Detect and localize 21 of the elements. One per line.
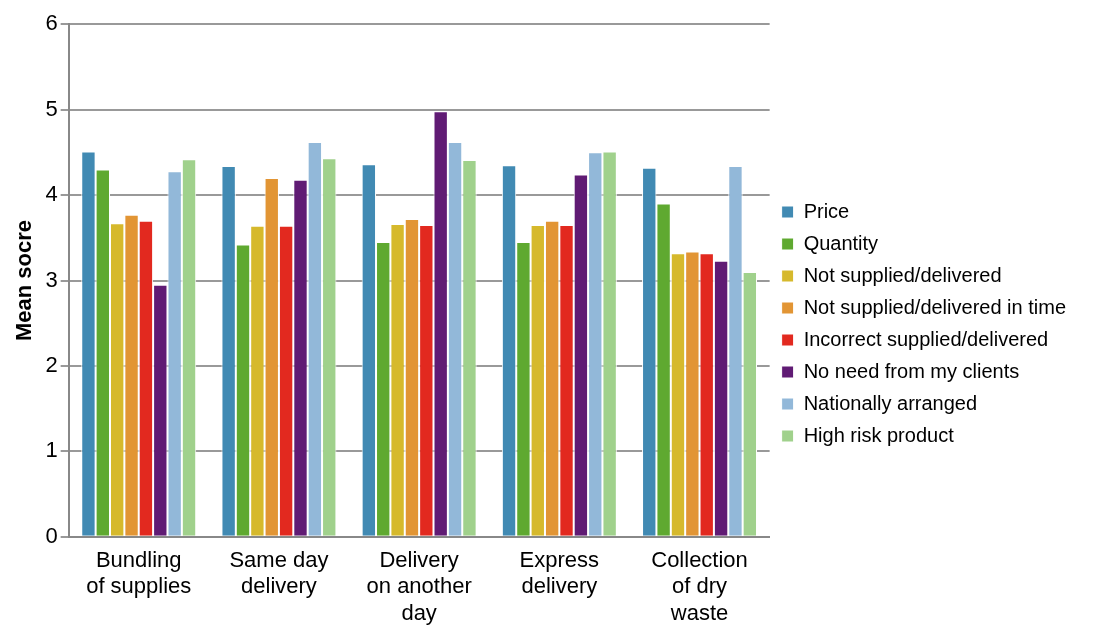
y-tick-label: 4 [45,181,58,207]
y-tick-label: 6 [45,10,58,36]
legend-label: Incorrect supplied/delivered [803,327,1049,350]
legend-label: Price [803,199,850,222]
x-tick-label: Delivery on another day [366,547,472,625]
x-tick-label: Bundling of supplies [86,547,192,599]
y-tick-label: 0 [45,522,58,548]
x-tick-label: Collection of dry waste [651,547,748,625]
y-tick-label: 5 [45,95,58,121]
y-tick-label: 2 [45,352,58,377]
y-axis-title: Mean socre [11,219,37,342]
legend-label: High risk product [803,423,955,446]
y-tick-label: 3 [45,266,58,292]
legend-label: Not supplied/delivered in time [803,295,1067,318]
legend-label: Quantity [803,231,879,254]
x-tick-label: Same day delivery [229,547,329,599]
legend-label: Nationally arranged [803,391,978,414]
legend-label: Not supplied/delivered [803,263,1002,286]
y-tick-label: 1 [45,437,58,463]
x-tick-label: Express delivery [519,547,600,599]
legend-label: No need from my clients [803,359,1020,382]
